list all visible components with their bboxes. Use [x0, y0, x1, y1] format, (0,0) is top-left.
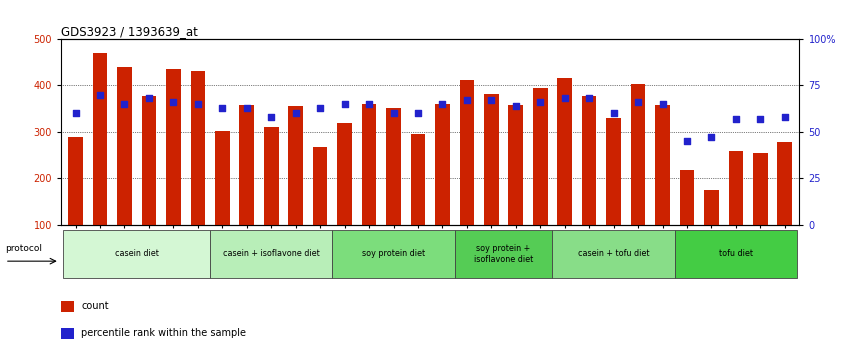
Point: [582, 96, 596, 101]
Point: [289, 110, 303, 116]
Bar: [288, 106, 303, 225]
Text: casein + tofu diet: casein + tofu diet: [578, 250, 650, 258]
Bar: [190, 72, 206, 225]
Bar: [484, 94, 498, 225]
Point: [485, 97, 498, 103]
Bar: [362, 104, 376, 225]
Point: [313, 105, 327, 110]
Bar: [313, 147, 327, 225]
Bar: [61, 301, 74, 312]
Bar: [166, 69, 181, 225]
Bar: [607, 118, 621, 225]
Point: [460, 97, 474, 103]
Bar: [435, 104, 450, 225]
Bar: [338, 122, 352, 225]
Text: GDS3923 / 1393639_at: GDS3923 / 1393639_at: [61, 25, 198, 38]
Bar: [61, 329, 74, 339]
Bar: [210, 230, 332, 278]
Text: count: count: [81, 301, 109, 311]
Bar: [117, 67, 132, 225]
Text: protocol: protocol: [5, 244, 41, 253]
Bar: [533, 88, 547, 225]
Bar: [631, 85, 645, 225]
Point: [118, 101, 131, 107]
Point: [362, 101, 376, 107]
Bar: [239, 105, 254, 225]
Bar: [454, 230, 552, 278]
Point: [631, 99, 645, 105]
Point: [656, 101, 669, 107]
Text: percentile rank within the sample: percentile rank within the sample: [81, 328, 246, 338]
Text: tofu diet: tofu diet: [719, 250, 753, 258]
Bar: [508, 105, 523, 225]
Point: [167, 99, 180, 105]
Bar: [386, 108, 401, 225]
Point: [142, 96, 156, 101]
Bar: [410, 134, 426, 225]
Point: [216, 105, 229, 110]
Point: [729, 116, 743, 122]
Bar: [552, 230, 675, 278]
Bar: [141, 96, 157, 225]
Text: soy protein diet: soy protein diet: [362, 250, 425, 258]
Point: [387, 110, 400, 116]
Point: [680, 138, 694, 144]
Point: [191, 101, 205, 107]
Bar: [63, 230, 210, 278]
Bar: [728, 152, 744, 225]
Point: [436, 101, 449, 107]
Bar: [93, 53, 107, 225]
Bar: [777, 142, 792, 225]
Point: [754, 116, 767, 122]
Point: [705, 135, 718, 140]
Bar: [582, 96, 596, 225]
Bar: [332, 230, 454, 278]
Point: [265, 114, 278, 120]
Bar: [69, 137, 83, 225]
Bar: [679, 170, 695, 225]
Point: [778, 114, 792, 120]
Point: [93, 92, 107, 97]
Point: [240, 105, 254, 110]
Text: casein diet: casein diet: [115, 250, 159, 258]
Bar: [215, 131, 229, 225]
Point: [607, 110, 620, 116]
Point: [534, 99, 547, 105]
Bar: [264, 127, 278, 225]
Bar: [558, 79, 572, 225]
Bar: [704, 190, 719, 225]
Bar: [675, 230, 797, 278]
Point: [509, 103, 523, 109]
Bar: [459, 80, 475, 225]
Point: [411, 110, 425, 116]
Bar: [753, 153, 767, 225]
Point: [338, 101, 351, 107]
Text: soy protein +
isoflavone diet: soy protein + isoflavone diet: [474, 244, 533, 264]
Text: casein + isoflavone diet: casein + isoflavone diet: [222, 250, 320, 258]
Bar: [655, 105, 670, 225]
Point: [69, 110, 82, 116]
Point: [558, 96, 571, 101]
